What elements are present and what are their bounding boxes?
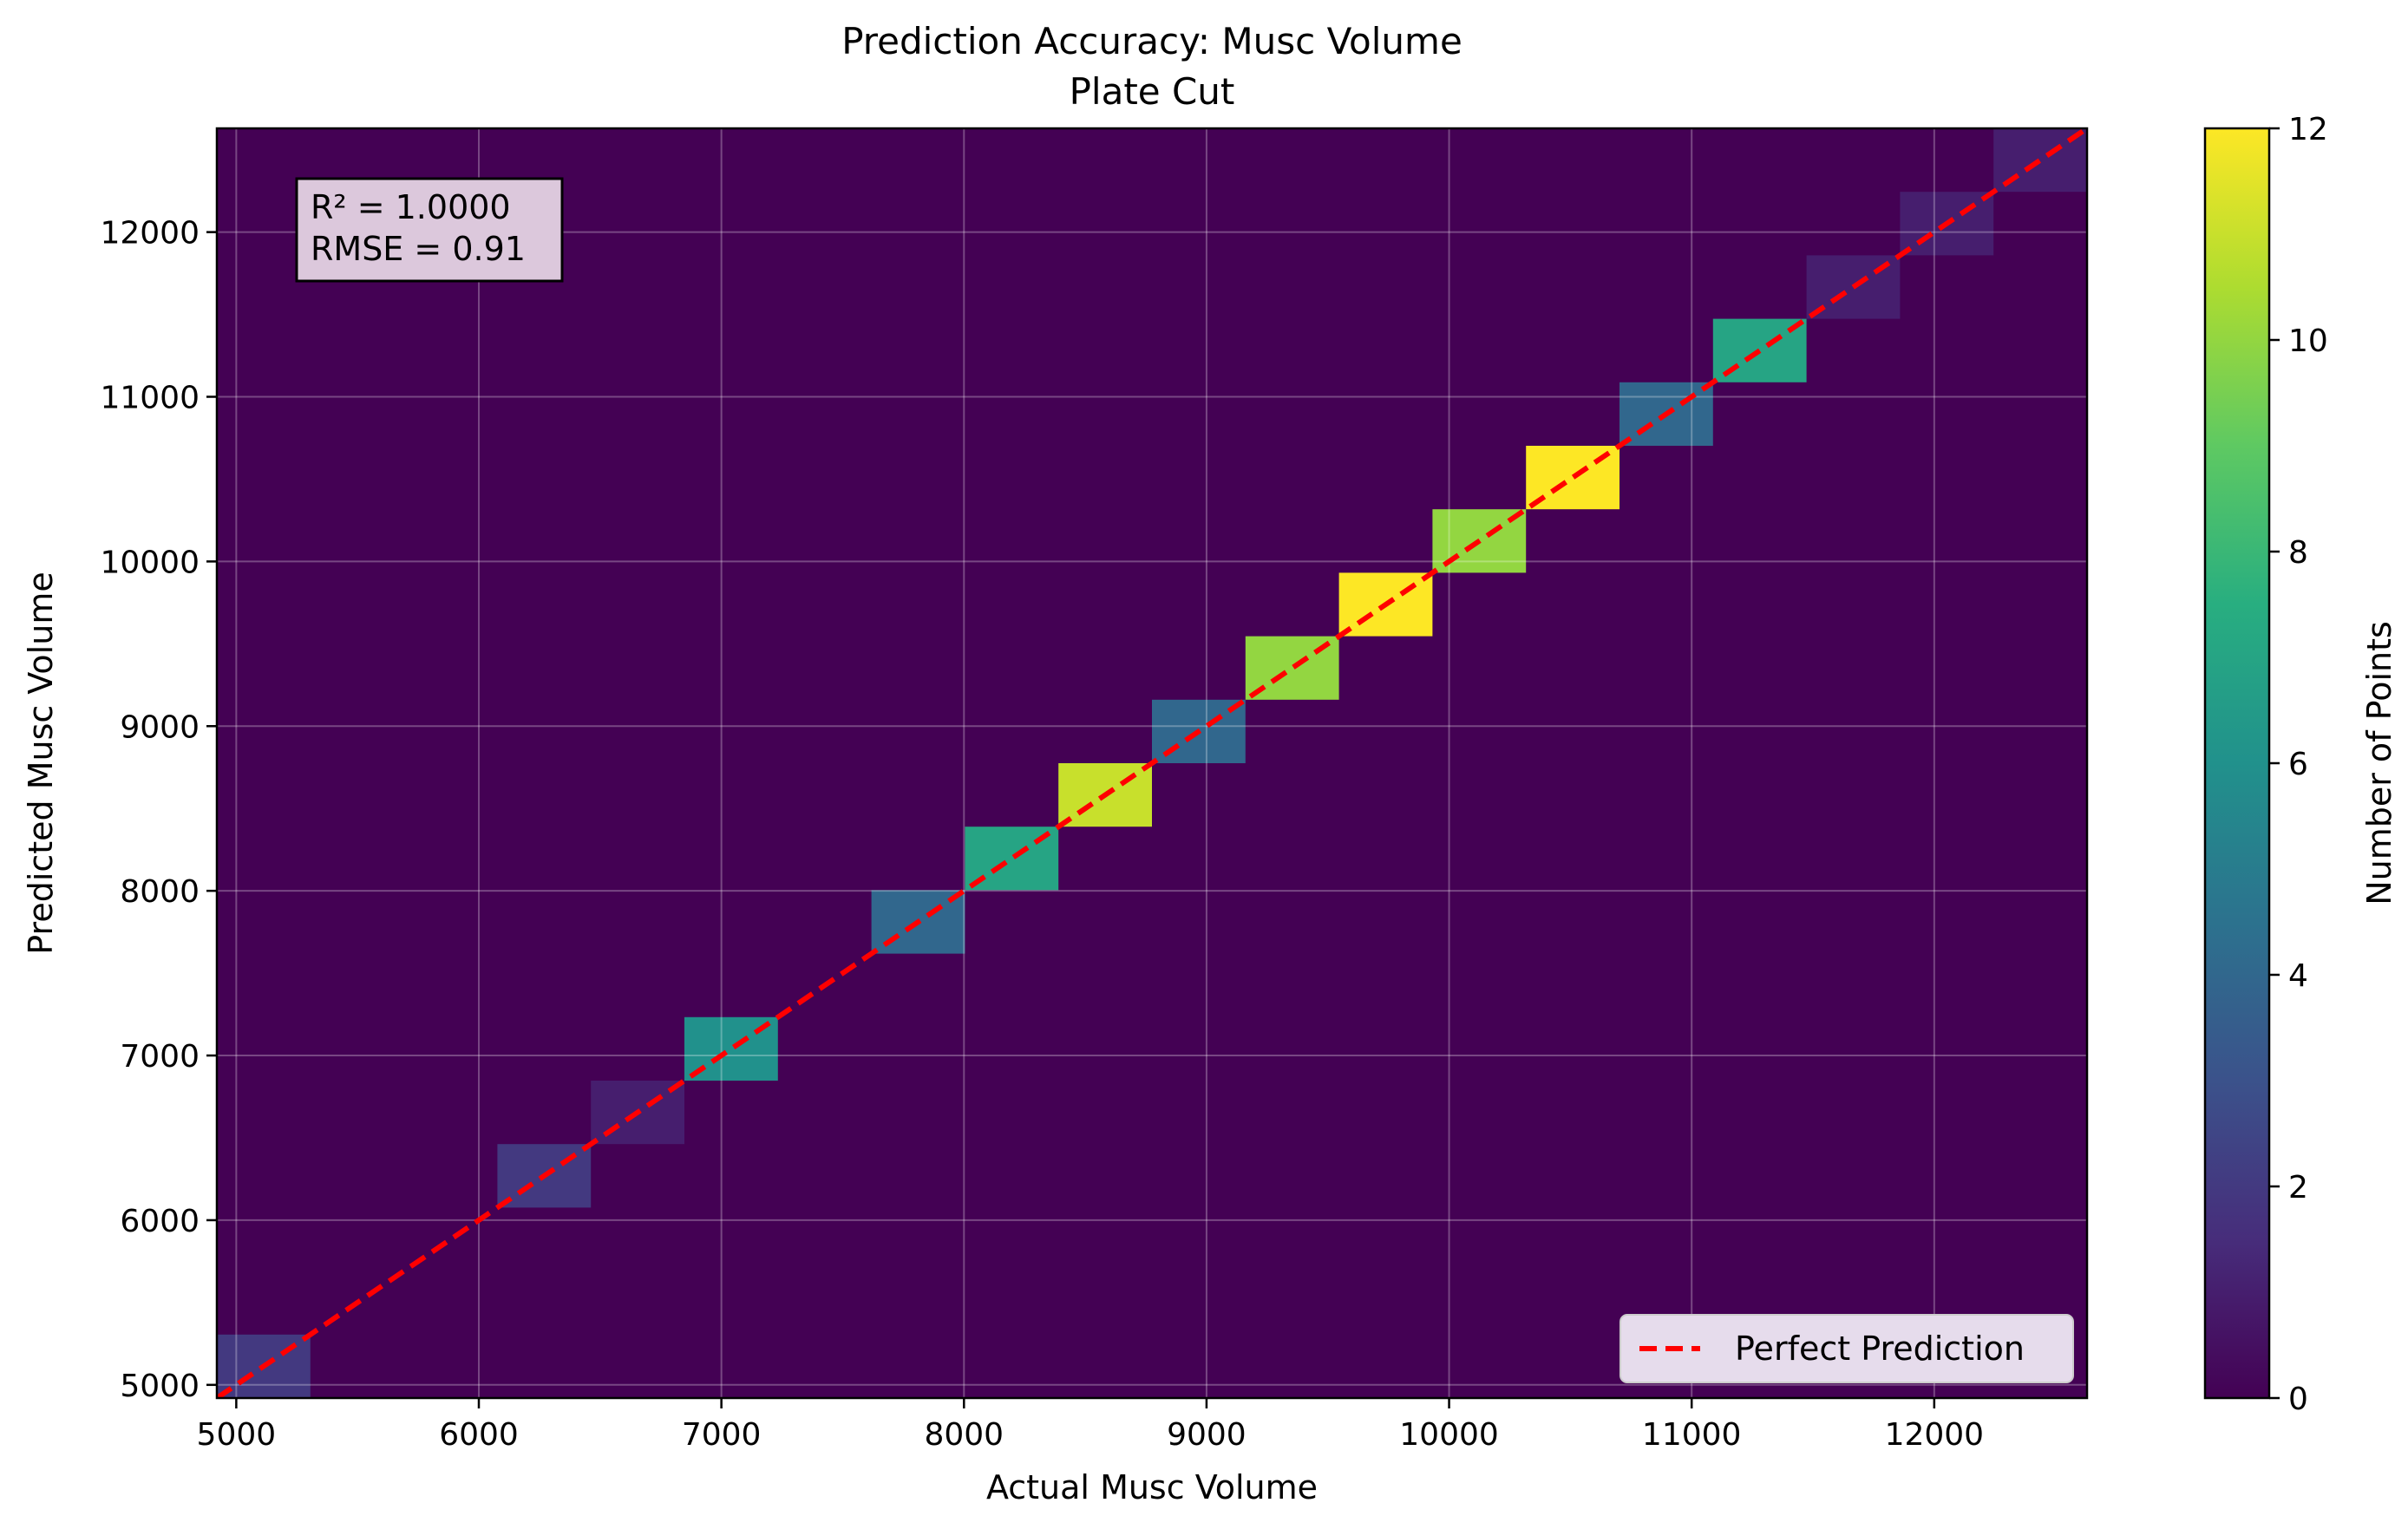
colorbar-ticks: 0 2 4 6 8 10 12 — [2269, 112, 2328, 1417]
x-tick-label: 12000 — [1885, 1417, 1985, 1453]
colorbar: 0 2 4 6 8 10 12 Number of Points — [2203, 112, 2398, 1417]
y-tick-label: 7000 — [120, 1039, 200, 1075]
chart-title: Prediction Accuracy: Musc Volume — [841, 20, 1462, 62]
y-axis: 5000 6000 7000 8000 9000 10000 11000 12000 — [100, 216, 217, 1404]
y-tick-label: 5000 — [120, 1369, 200, 1404]
legend-label: Perfect Prediction — [1735, 1330, 2025, 1368]
colorbar-tick-label: 2 — [2288, 1170, 2308, 1206]
stats-box — [295, 177, 564, 283]
colorbar-label: Number of Points — [2360, 621, 2398, 905]
grid-layer — [217, 128, 2087, 1398]
x-tick-label: 5000 — [197, 1417, 277, 1453]
colorbar-tick-label: 4 — [2288, 958, 2308, 994]
y-tick-label: 9000 — [120, 709, 200, 745]
y-tick-label: 10000 — [100, 545, 200, 580]
x-tick-label: 8000 — [924, 1417, 1004, 1453]
legend: Perfect Prediction — [1620, 1314, 2074, 1383]
stats-annotation: R² = 1.0000 RMSE = 0.91 — [295, 177, 564, 283]
legend-box — [1620, 1314, 2074, 1383]
colorbar-tick-label: 10 — [2288, 323, 2328, 359]
chart-subtitle: Plate Cut — [1070, 70, 1235, 113]
x-axis-label: Actual Musc Volume — [986, 1468, 1318, 1506]
x-axis: 5000 6000 7000 8000 9000 10000 11000 12000 — [197, 1398, 1985, 1453]
x-tick-label: 7000 — [682, 1417, 762, 1453]
perfect-prediction-line — [217, 128, 2087, 1398]
y-axis-label: Predicted Musc Volume — [22, 572, 60, 954]
colorbar-tick-label: 12 — [2288, 112, 2328, 147]
stats-r2: R² = 1.0000 — [311, 188, 511, 226]
reference-line-layer — [217, 128, 2087, 1398]
y-tick-label: 6000 — [120, 1204, 200, 1239]
y-tick-label: 8000 — [120, 874, 200, 910]
colorbar-tick-label: 6 — [2288, 747, 2308, 782]
stats-rmse: RMSE = 0.91 — [311, 230, 526, 268]
y-tick-label: 12000 — [100, 216, 200, 252]
colorbar-tick-label: 8 — [2288, 535, 2308, 571]
colorbar-gradient — [2203, 127, 2271, 1400]
x-tick-label: 6000 — [439, 1417, 519, 1453]
plot-frame — [215, 127, 2089, 1400]
x-tick-label: 11000 — [1642, 1417, 1742, 1453]
colorbar-tick-label: 0 — [2288, 1382, 2308, 1417]
x-tick-label: 10000 — [1399, 1417, 1499, 1453]
x-tick-label: 9000 — [1167, 1417, 1247, 1453]
y-tick-label: 11000 — [100, 381, 200, 416]
